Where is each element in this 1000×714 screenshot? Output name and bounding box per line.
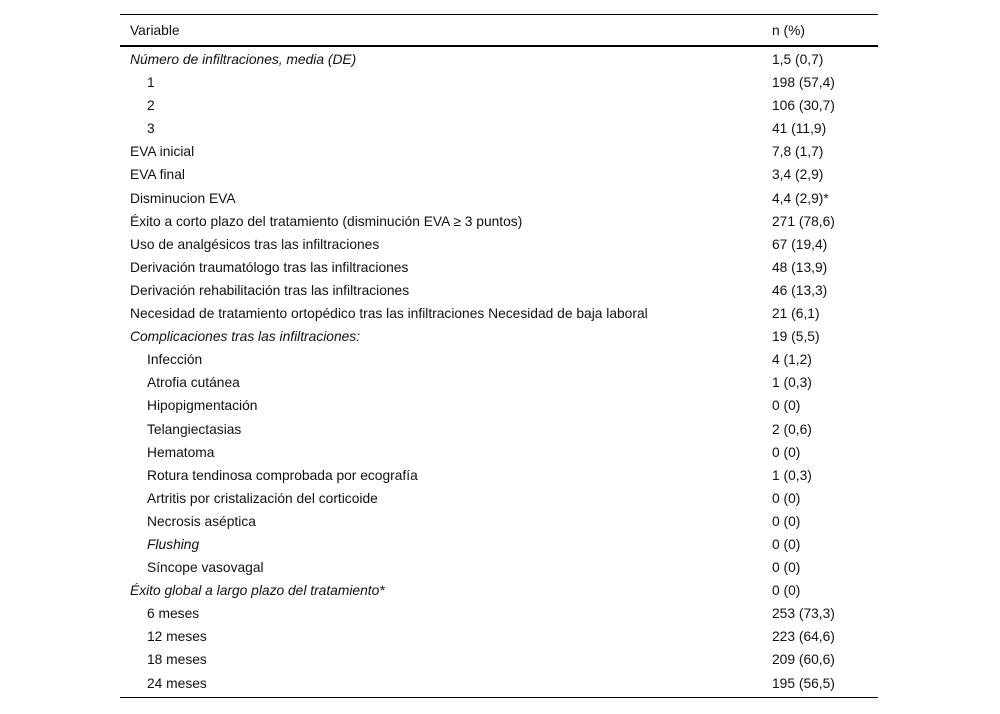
row-n-percent-value: 48 (13,9): [772, 259, 828, 275]
table-row: Necesidad de tratamiento ortopédico tras…: [120, 302, 878, 325]
row-variable-label: Necesidad de tratamiento ortopédico tras…: [130, 306, 648, 322]
table-row: EVA final 3,4 (2,9): [120, 163, 878, 186]
row-n-percent-value: 198 (57,4): [772, 75, 835, 91]
row-n-percent-value: 209 (60,6): [772, 652, 835, 668]
row-n-percent-value: 0 (0): [772, 560, 801, 576]
row-n-percent-value: 195 (56,5): [772, 675, 835, 691]
row-n-percent-value: 1 (0,3): [772, 467, 812, 483]
row-n-percent-value: 106 (30,7): [772, 98, 835, 114]
row-variable-label: Éxito a corto plazo del tratamiento (dis…: [130, 213, 523, 229]
table-row: 24 meses 195 (56,5): [120, 672, 878, 695]
table-row: Hipopigmentación 0 (0): [120, 394, 878, 417]
row-variable-label: Artritis por cristalización del corticoi…: [147, 490, 378, 506]
table-row: Disminucion EVA 4,4 (2,9)*: [120, 187, 878, 210]
row-n-percent-value: 7,8 (1,7): [772, 144, 824, 160]
row-n-percent-value: 41 (11,9): [772, 121, 827, 137]
column-header-n-percent: n (%): [772, 22, 805, 38]
table-row: Rotura tendinosa comprobada por ecografí…: [120, 464, 878, 487]
row-variable-label: Número de infiltraciones, media (DE): [130, 52, 357, 67]
row-n-percent-value: 4,4 (2,9)*: [772, 190, 829, 206]
row-variable-label: 2: [147, 98, 155, 114]
row-n-percent-value: 1,5 (0,7): [772, 52, 824, 67]
table-row: Necrosis aséptica 0 (0): [120, 510, 878, 533]
table-row: 2 106 (30,7): [120, 94, 878, 117]
row-variable-label: Complicaciones tras las infiltraciones:: [130, 329, 361, 345]
row-n-percent-value: 223 (64,6): [772, 629, 835, 645]
results-table: Variable n (%) Número de infiltraciones,…: [120, 14, 878, 698]
table-row: 1 198 (57,4): [120, 71, 878, 94]
row-variable-label: 24 meses: [147, 675, 207, 691]
row-n-percent-value: 19 (5,5): [772, 329, 820, 345]
row-variable-label: Hematoma: [147, 444, 215, 460]
table-row: Infección 4 (1,2): [120, 348, 878, 371]
column-header-variable: Variable: [130, 22, 180, 38]
row-n-percent-value: 3,4 (2,9): [772, 167, 824, 183]
table-row: Hematoma 0 (0): [120, 441, 878, 464]
row-variable-label: EVA final: [130, 167, 185, 183]
row-n-percent-value: 271 (78,6): [772, 213, 835, 229]
table-row: Éxito global a largo plazo del tratamien…: [120, 579, 878, 602]
table-row: Atrofia cutánea 1 (0,3): [120, 371, 878, 394]
row-variable-label: EVA inicial: [130, 144, 195, 160]
row-n-percent-value: 0 (0): [772, 513, 801, 529]
row-variable-label: 3: [147, 121, 155, 137]
table-row: Flushing 0 (0): [120, 533, 878, 556]
row-n-percent-value: 0 (0): [772, 536, 801, 552]
table-row: 3 41 (11,9): [120, 117, 878, 140]
row-variable-label: Derivación rehabilitación tras las infil…: [130, 282, 410, 298]
table-row: 6 meses 253 (73,3): [120, 602, 878, 625]
row-n-percent-value: 46 (13,3): [772, 282, 828, 298]
row-variable-label: 6 meses: [147, 606, 200, 622]
row-variable-label: 12 meses: [147, 629, 207, 645]
row-variable-label: Síncope vasovagal: [147, 560, 264, 576]
row-variable-label: Necrosis aséptica: [147, 513, 256, 529]
row-n-percent-value: 2 (0,6): [772, 421, 812, 437]
row-variable-label: Disminucion EVA: [130, 190, 236, 206]
row-variable-label: Rotura tendinosa comprobada por ecografí…: [147, 467, 418, 483]
row-n-percent-value: 67 (19,4): [772, 236, 828, 252]
row-n-percent-value: 0 (0): [772, 398, 801, 414]
row-variable-label: Hipopigmentación: [147, 398, 258, 414]
row-variable-label: Infección: [147, 352, 203, 368]
row-n-percent-value: 0 (0): [772, 583, 801, 599]
row-n-percent-value: 0 (0): [772, 490, 801, 506]
table-row: Derivación rehabilitación tras las infil…: [120, 279, 878, 302]
row-variable-label: Derivación traumatólogo tras las infiltr…: [130, 259, 409, 275]
row-variable-label: Flushing: [147, 536, 200, 552]
table-row: Derivación traumatólogo tras las infiltr…: [120, 256, 878, 279]
row-variable-label: Atrofia cutánea: [147, 375, 240, 391]
table-body: Número de infiltraciones, media (DE) 1,5…: [120, 47, 878, 697]
table-row: Telangiectasias 2 (0,6): [120, 418, 878, 441]
row-n-percent-value: 4 (1,2): [772, 352, 812, 368]
table-row: Complicaciones tras las infiltraciones: …: [120, 325, 878, 348]
table-header-row: Variable n (%): [120, 15, 878, 47]
row-variable-label: Éxito global a largo plazo del tratamien…: [130, 583, 385, 599]
table-row: Artritis por cristalización del corticoi…: [120, 487, 878, 510]
row-variable-label: Telangiectasias: [147, 421, 242, 437]
row-n-percent-value: 0 (0): [772, 444, 801, 460]
row-n-percent-value: 253 (73,3): [772, 606, 835, 622]
table-row: 18 meses 209 (60,6): [120, 648, 878, 671]
table-row: 12 meses 223 (64,6): [120, 625, 878, 648]
row-n-percent-value: 1 (0,3): [772, 375, 812, 391]
table-row: Número de infiltraciones, media (DE) 1,5…: [120, 48, 878, 71]
table-row: Éxito a corto plazo del tratamiento (dis…: [120, 210, 878, 233]
table-row: Uso de analgésicos tras las infiltracion…: [120, 233, 878, 256]
row-variable-label: 18 meses: [147, 652, 207, 668]
table-row: EVA inicial 7,8 (1,7): [120, 140, 878, 163]
row-variable-label: Uso de analgésicos tras las infiltracion…: [130, 236, 380, 252]
table-row: Síncope vasovagal 0 (0): [120, 556, 878, 579]
row-variable-label: 1: [147, 75, 155, 91]
row-n-percent-value: 21 (6,1): [772, 306, 820, 322]
